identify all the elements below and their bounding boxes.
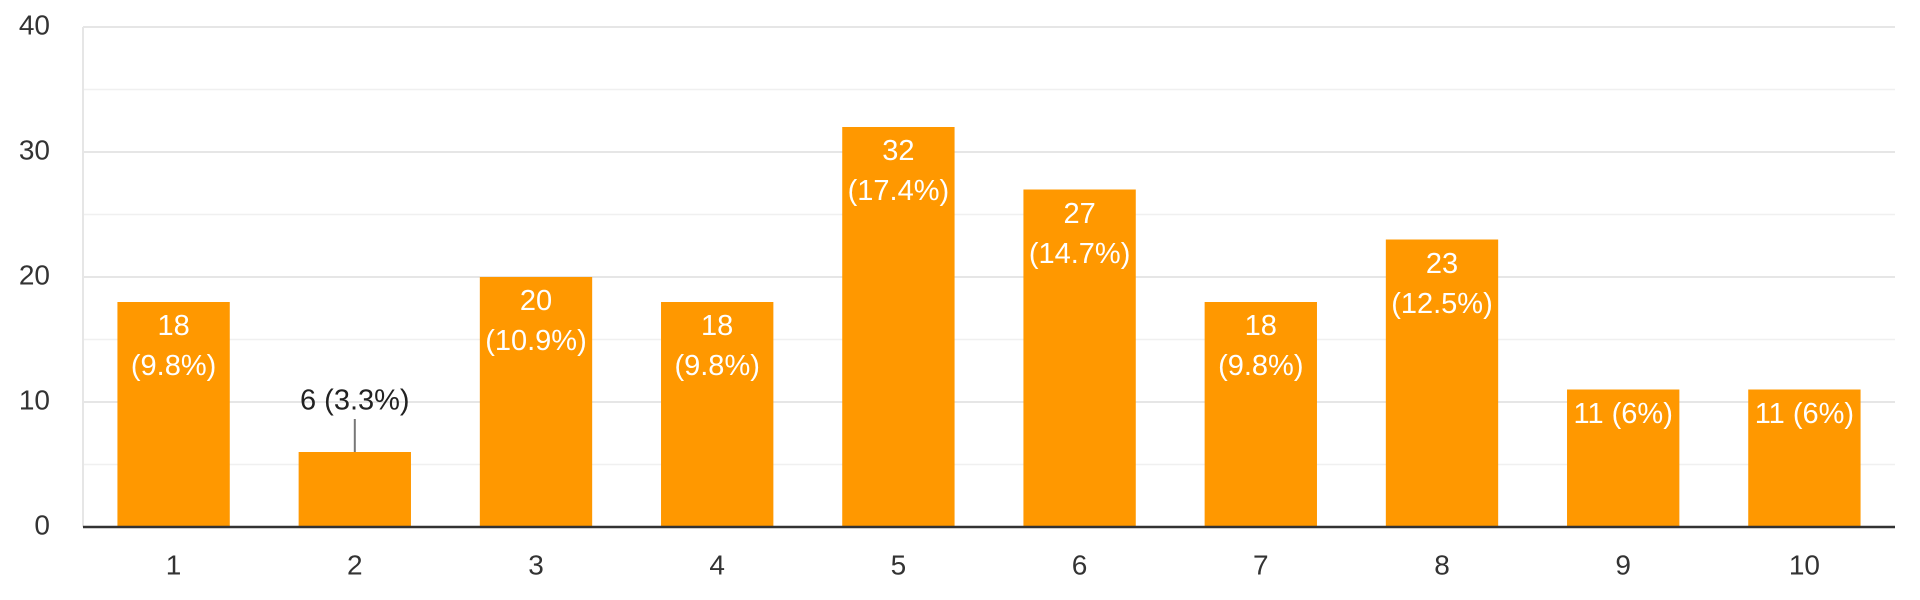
value-label: 11 (6%)	[1573, 397, 1673, 430]
x-tick-label: 3	[528, 549, 544, 580]
bar	[298, 452, 411, 527]
y-tick-label: 0	[34, 509, 50, 540]
bar	[479, 277, 593, 527]
value-label: 6 (3.3%)	[300, 385, 410, 417]
value-label: 18 (9.8%)	[130, 310, 217, 382]
value-label: 18 (9.8%)	[674, 310, 760, 382]
value-label: 27 (14.7%)	[1028, 197, 1131, 270]
y-tick-label: 30	[19, 134, 50, 165]
bar	[1567, 389, 1680, 527]
x-tick-label: 5	[891, 549, 907, 580]
bar	[1023, 189, 1136, 527]
bar	[661, 302, 774, 527]
value-label: 18 (9.8%)	[1218, 310, 1304, 382]
bar	[842, 127, 955, 527]
value-label: 23 (12.5%)	[1391, 247, 1493, 320]
bar	[117, 302, 230, 527]
x-tick-label: 8	[1434, 549, 1450, 580]
x-tick-label: 6	[1072, 549, 1088, 580]
bar	[1204, 302, 1317, 527]
value-label: 32 (17.4%)	[847, 135, 950, 207]
x-tick-label: 2	[347, 549, 363, 580]
bar	[1385, 239, 1499, 527]
x-tick-label: 4	[709, 549, 725, 580]
bar	[1748, 389, 1861, 527]
y-tick-label: 10	[19, 384, 50, 415]
y-tick-label: 20	[19, 259, 50, 290]
value-label: 11 (6%)	[1754, 397, 1855, 430]
value-label: 20 (10.9%)	[485, 285, 587, 357]
x-tick-label: 1	[166, 549, 182, 580]
x-tick-label: 10	[1789, 549, 1820, 580]
y-tick-label: 40	[19, 9, 50, 40]
x-tick-label: 9	[1615, 549, 1631, 580]
x-tick-label: 7	[1253, 549, 1269, 580]
